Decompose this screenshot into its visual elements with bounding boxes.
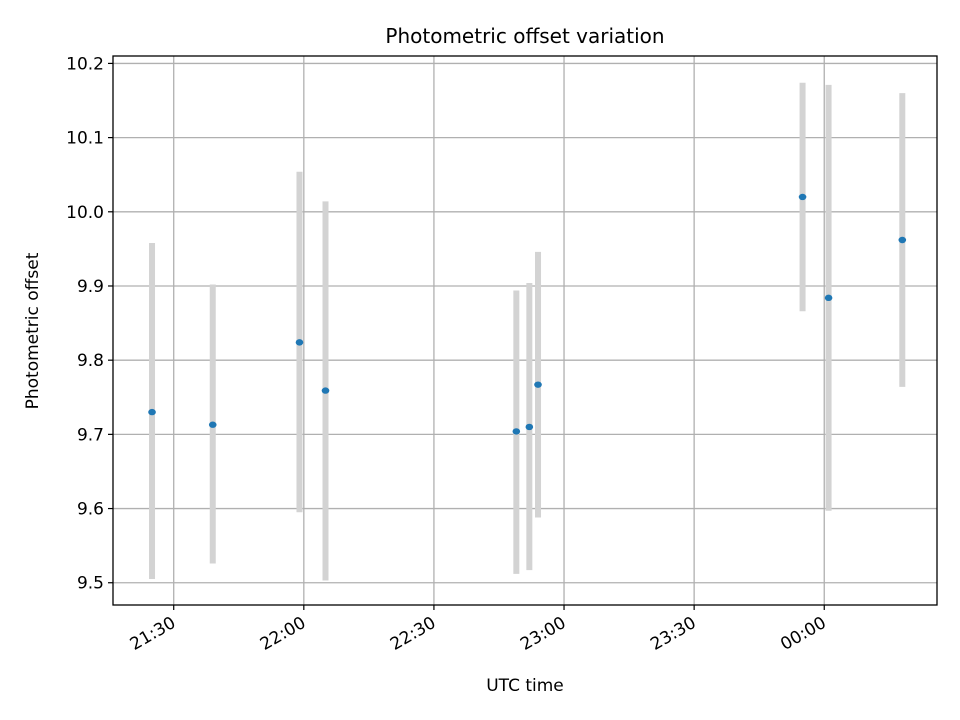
data-points: [148, 193, 907, 435]
plot-area-frame: [112, 55, 938, 606]
x-tick-label: 21:30: [127, 613, 179, 655]
data-point: [295, 339, 304, 346]
y-tick-label: 10.0: [66, 203, 104, 223]
y-tick-label: 10.2: [66, 54, 104, 74]
x-tick-label: 22:00: [257, 613, 309, 655]
data-point: [525, 423, 534, 431]
y-axis-title: Photometric offset: [23, 252, 43, 409]
data-point: [898, 236, 907, 244]
data-point: [148, 408, 156, 416]
data-point: [798, 193, 807, 201]
data-point: [208, 421, 217, 428]
grid: [113, 56, 937, 605]
data-point: [321, 387, 330, 394]
x-tick-label: 00:00: [777, 613, 829, 655]
y-axis: 9.5 9.6 9.7 9.8 9.9 10.0 10.1 10.2: [66, 54, 113, 594]
x-tick-label: 23:30: [647, 613, 699, 655]
y-tick-label: 9.8: [77, 351, 104, 371]
x-tick-label: 23:00: [517, 613, 569, 655]
chart-title: Photometric offset variation: [385, 24, 664, 48]
x-axis: 21:30 22:00 22:30 23:00 23:30 00:00: [127, 605, 830, 655]
y-tick-label: 10.1: [66, 129, 104, 149]
x-axis-title: UTC time: [486, 676, 564, 696]
data-point: [534, 381, 542, 388]
y-tick-label: 9.6: [77, 500, 104, 520]
y-tick-label: 9.5: [77, 574, 104, 594]
data-point: [824, 294, 833, 302]
x-tick-label: 22:30: [387, 613, 439, 655]
y-tick-label: 9.9: [77, 277, 104, 297]
y-tick-label: 9.7: [77, 425, 104, 445]
error-bars: [149, 82, 906, 581]
data-point: [512, 428, 521, 435]
